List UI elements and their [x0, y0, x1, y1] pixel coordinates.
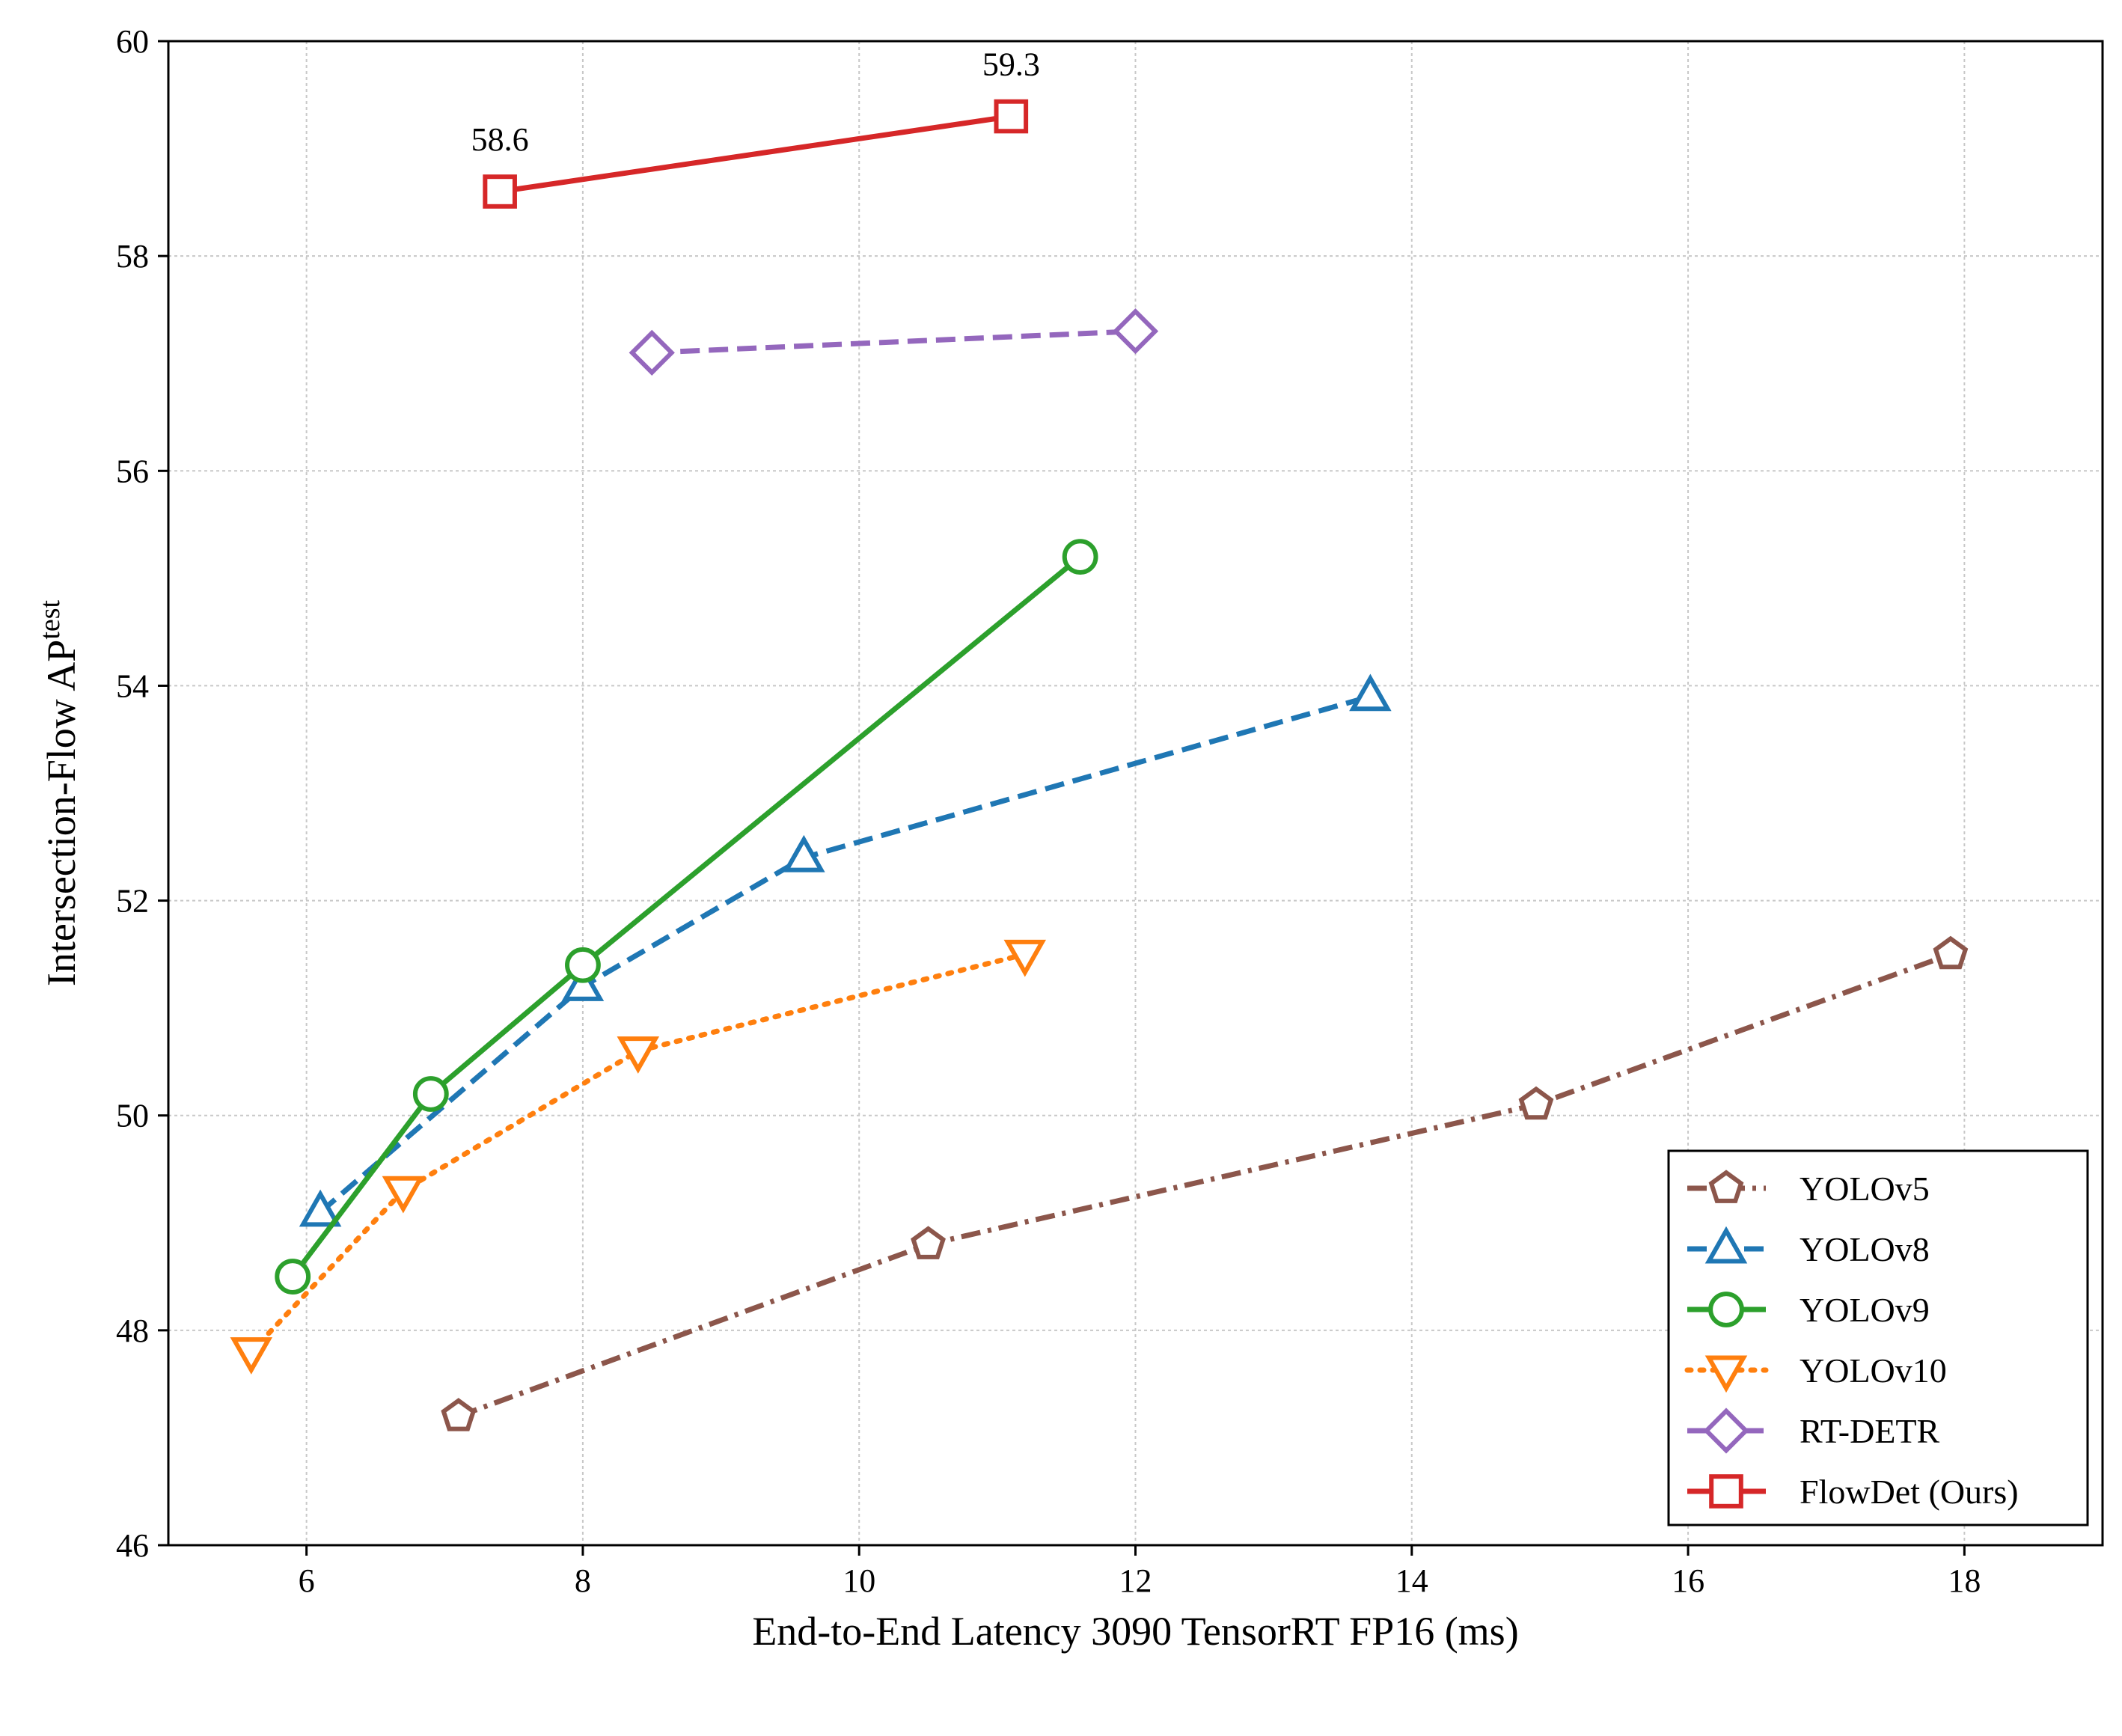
- x-tick-label: 12: [1119, 1562, 1152, 1599]
- series-line-yolov10: [248, 951, 1028, 1355]
- data-point-yolov9: [565, 947, 601, 983]
- data-point-yolov5: [1518, 1086, 1554, 1120]
- data-point-yolov8: [1349, 673, 1392, 712]
- y-tick-label: 58: [116, 238, 149, 275]
- data-label: 59.3: [982, 46, 1040, 83]
- legend-marker-yolov9: [1708, 1292, 1744, 1327]
- legend-label-yolov8: YOLOv8: [1800, 1230, 1930, 1268]
- y-axis-title: Intersection-Flow APtest: [34, 599, 84, 986]
- series-yolov10: [230, 939, 1047, 1375]
- data-point-yolov5: [911, 1226, 946, 1259]
- axes: 6 8 10 12 14 16 18 46 48 50 52 54 56 58 60: [116, 23, 1981, 1599]
- x-tick-label: 8: [575, 1562, 591, 1599]
- data-point-yolov10: [1003, 939, 1047, 977]
- data-point-yolov10: [230, 1337, 273, 1375]
- y-tick-label: 46: [116, 1527, 149, 1564]
- legend-marker-rt-detr: [1703, 1408, 1749, 1454]
- series-line-flowdet-ours: [499, 114, 1012, 195]
- plot-series: [230, 99, 1969, 1431]
- y-tick-label: 52: [116, 883, 149, 920]
- legend-marker-yolov10: [1704, 1355, 1748, 1393]
- x-tick-label: 14: [1395, 1562, 1428, 1599]
- legend-label-yolov5: YOLOv5: [1800, 1170, 1930, 1208]
- series-line-yolov8: [318, 694, 1372, 1214]
- series-flowdet-ours: [483, 99, 1029, 209]
- legend-label-yolov10: YOLOv10: [1800, 1351, 1947, 1390]
- y-tick-label: 48: [116, 1312, 149, 1349]
- series-line-yolov5: [457, 952, 1952, 1419]
- series-line-rt-detr: [652, 328, 1136, 355]
- legend-marker-yolov8: [1704, 1226, 1748, 1264]
- legend: YOLOv5 YOLOv8 YOLOv9 YOLOv10 RT-DETR FlowDet …: [1667, 1149, 2089, 1526]
- data-point-rt-detr: [629, 329, 675, 376]
- legend-marker-flowdet-ours: [1709, 1474, 1743, 1509]
- data-point-flowdet-ours: [994, 99, 1029, 134]
- data-point-rt-detr: [1112, 308, 1159, 355]
- x-tick-label: 18: [1948, 1562, 1981, 1599]
- y-axis-title-main: Intersection-Flow AP: [39, 640, 84, 986]
- x-tick-label: 16: [1672, 1562, 1704, 1599]
- data-point-yolov9: [1062, 539, 1098, 575]
- data-point-yolov5: [441, 1398, 477, 1431]
- series-rt-detr: [629, 308, 1159, 376]
- series-yolov9: [275, 539, 1098, 1295]
- y-tick-label: 56: [116, 453, 149, 489]
- legend-box: [1667, 1149, 2089, 1526]
- legend-label-flowdet-ours: FlowDet (Ours): [1800, 1473, 2019, 1511]
- x-tick-label: 10: [843, 1562, 875, 1599]
- data-point-yolov10: [617, 1036, 660, 1074]
- data-point-yolov9: [412, 1076, 449, 1112]
- series-yolov5: [441, 935, 1969, 1431]
- data-point-yolov9: [275, 1259, 311, 1295]
- y-axis-title-superscript: test: [34, 599, 66, 639]
- point-annotations: 58.6 59.3: [471, 46, 1040, 159]
- legend-marker-yolov5: [1708, 1170, 1744, 1203]
- series-yolov8: [299, 673, 1392, 1227]
- y-tick-label: 50: [116, 1098, 149, 1134]
- data-point-flowdet-ours: [483, 174, 517, 209]
- data-point-yolov10: [382, 1176, 425, 1214]
- data-point-yolov5: [1933, 935, 1969, 970]
- legend-label-yolov9: YOLOv9: [1800, 1291, 1930, 1329]
- data-point-yolov8: [299, 1189, 342, 1227]
- y-tick-label: 60: [116, 23, 149, 60]
- legend-label-rt-detr: RT-DETR: [1800, 1412, 1940, 1450]
- y-tick-label: 54: [116, 667, 149, 704]
- data-point-yolov8: [783, 834, 825, 872]
- x-tick-label: 6: [299, 1562, 315, 1599]
- data-point-yolov8: [561, 964, 605, 1001]
- x-axis-title: End-to-End Latency 3090 TensorRT FP16 (m…: [752, 1609, 1518, 1654]
- series-line-yolov9: [290, 554, 1082, 1279]
- data-label: 58.6: [471, 121, 529, 158]
